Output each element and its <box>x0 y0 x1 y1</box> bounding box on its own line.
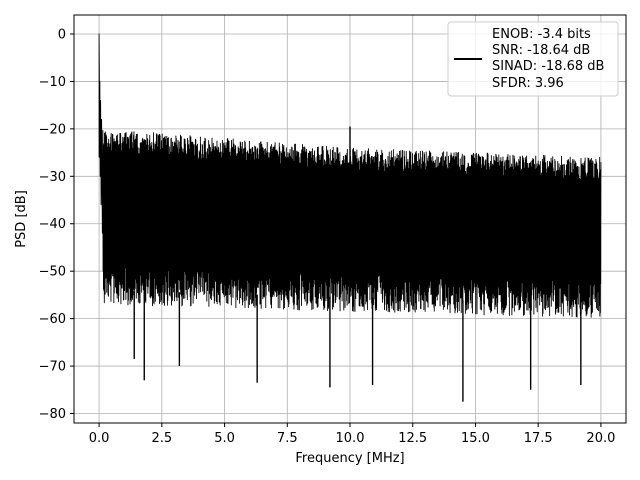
y-tick-label: −20 <box>39 122 66 137</box>
x-tick-label: 15.0 <box>461 431 490 446</box>
x-tick-label: 12.5 <box>398 431 427 446</box>
x-tick-label: 17.5 <box>524 431 553 446</box>
y-tick-label: −80 <box>39 407 66 422</box>
y-tick-label: −10 <box>39 75 66 90</box>
x-axis-ticks: 0.0 2.5 5.0 7.5 10.0 12.5 15.0 17.5 20.0 <box>89 423 615 446</box>
x-tick-label: 20.0 <box>586 431 615 446</box>
legend-box <box>447 21 619 97</box>
legend-sfdr: SFDR: 3.96 <box>492 76 564 91</box>
y-tick-label: −30 <box>39 170 66 185</box>
x-tick-label: 0.0 <box>89 431 110 446</box>
psd-trace <box>98 33 602 402</box>
y-tick-label: −40 <box>39 217 66 232</box>
x-tick-label: 10.0 <box>336 431 365 446</box>
legend-sinad: SINAD: -18.68 dB <box>492 59 604 74</box>
y-axis-label: PSD [dB] <box>14 190 29 248</box>
y-tick-label: 0 <box>58 27 66 42</box>
x-axis-label: Frequency [MHz] <box>295 451 404 466</box>
y-tick-label: −60 <box>39 312 66 327</box>
legend-enob: ENOB: -3.4 bits <box>492 27 591 42</box>
legend-snr: SNR: -18.64 dB <box>492 43 590 58</box>
y-tick-label: −50 <box>39 265 66 280</box>
y-axis-ticks: 0 −10 −20 −30 −40 −50 −60 −70 −80 <box>39 27 74 422</box>
y-tick-label: −70 <box>39 360 66 375</box>
psd-series-line <box>98 33 602 318</box>
x-tick-label: 2.5 <box>151 431 172 446</box>
legend: ENOB: -3.4 bits SNR: -18.64 dB SINAD: -1… <box>447 21 619 97</box>
x-tick-label: 7.5 <box>277 431 298 446</box>
x-tick-label: 5.0 <box>214 431 235 446</box>
